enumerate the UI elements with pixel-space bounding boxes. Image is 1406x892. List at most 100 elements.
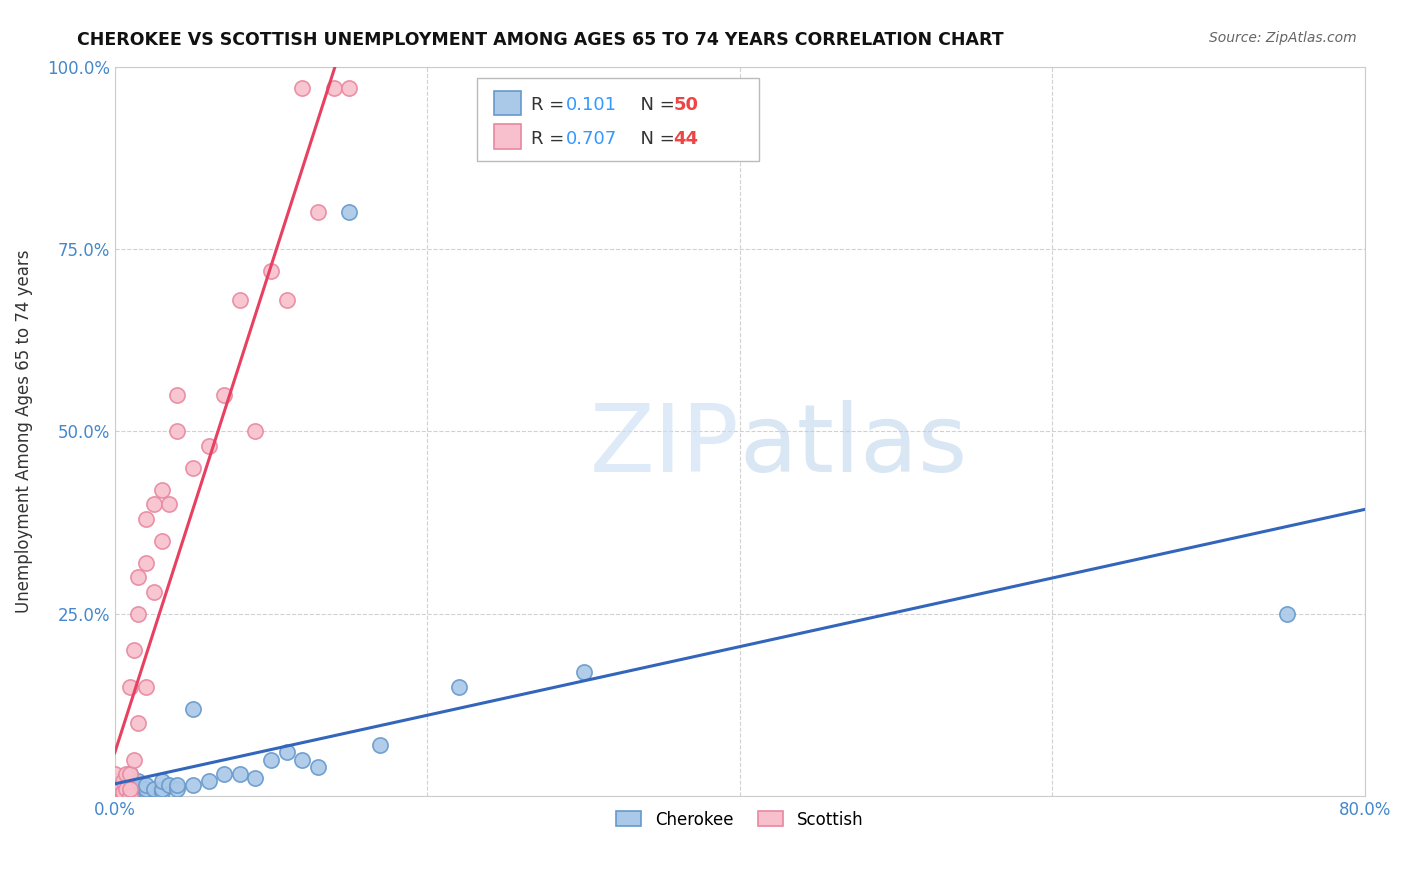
Point [104,789,127,803]
Point [150,483,173,497]
Point [291,753,314,767]
Point [245,771,267,785]
Point [114,767,136,781]
Point [307,205,329,219]
Point [135,785,157,799]
Point [181,778,204,792]
Legend: Cherokee, Scottish: Cherokee, Scottish [610,804,870,835]
Point [120,680,142,694]
Text: R =: R = [531,130,569,148]
Point [120,789,142,803]
Point [159,778,181,792]
Point [127,781,149,796]
Text: 0.707: 0.707 [567,130,617,148]
Point [111,785,134,799]
Point [104,781,127,796]
Point [120,785,142,799]
Point [181,701,204,715]
Point [245,425,267,439]
Point [114,781,136,796]
Point [127,570,149,584]
Point [166,781,188,796]
Point [104,789,127,803]
Point [120,767,142,781]
Point [104,781,127,796]
Point [370,738,392,752]
Point [111,774,134,789]
Point [104,789,127,803]
Point [127,607,149,621]
Point [111,785,134,799]
Point [120,789,142,803]
Text: 44: 44 [673,130,699,148]
Point [166,388,188,402]
Text: N =: N = [628,130,681,148]
Point [181,460,204,475]
Point [337,81,360,95]
Point [104,781,127,796]
Point [212,767,235,781]
Point [127,789,149,803]
Point [229,293,252,307]
Point [276,293,298,307]
Point [135,512,157,526]
Point [111,781,134,796]
Point [197,439,219,453]
Point [127,716,149,731]
Point [142,497,165,511]
Point [150,781,173,796]
Point [120,781,142,796]
Point [135,556,157,570]
Point [135,778,157,792]
Point [142,781,165,796]
Point [104,774,127,789]
Point [122,781,145,796]
Point [104,789,127,803]
Point [276,745,298,759]
Point [104,781,127,796]
Point [166,425,188,439]
Point [572,665,595,679]
Point [122,753,145,767]
Point [135,781,157,796]
Y-axis label: Unemployment Among Ages 65 to 74 years: Unemployment Among Ages 65 to 74 years [15,250,32,613]
Point [1275,607,1298,621]
Point [135,680,157,694]
Text: R =: R = [531,95,569,114]
Text: ZIP: ZIP [591,400,740,491]
Point [166,778,188,792]
Point [122,643,145,657]
Point [150,785,173,799]
Point [260,264,283,278]
Point [337,205,360,219]
Text: 50: 50 [673,95,699,114]
Point [104,767,127,781]
Point [114,789,136,803]
Point [212,388,235,402]
Point [104,774,127,789]
Point [104,785,127,799]
Text: CHEROKEE VS SCOTTISH UNEMPLOYMENT AMONG AGES 65 TO 74 YEARS CORRELATION CHART: CHEROKEE VS SCOTTISH UNEMPLOYMENT AMONG … [77,31,1004,49]
Point [291,81,314,95]
Point [120,781,142,796]
Point [229,767,252,781]
Point [122,785,145,799]
Text: atlas: atlas [740,400,969,491]
FancyBboxPatch shape [477,78,758,161]
Point [104,785,127,799]
Point [150,774,173,789]
Point [127,785,149,799]
Point [111,789,134,803]
Text: Source: ZipAtlas.com: Source: ZipAtlas.com [1209,31,1357,45]
FancyBboxPatch shape [494,91,522,115]
Point [104,785,127,799]
Point [142,584,165,599]
Point [111,789,134,803]
Point [114,781,136,796]
Point [150,533,173,548]
Point [111,774,134,789]
Point [260,753,283,767]
Point [120,767,142,781]
Text: N =: N = [628,95,681,114]
Point [127,774,149,789]
